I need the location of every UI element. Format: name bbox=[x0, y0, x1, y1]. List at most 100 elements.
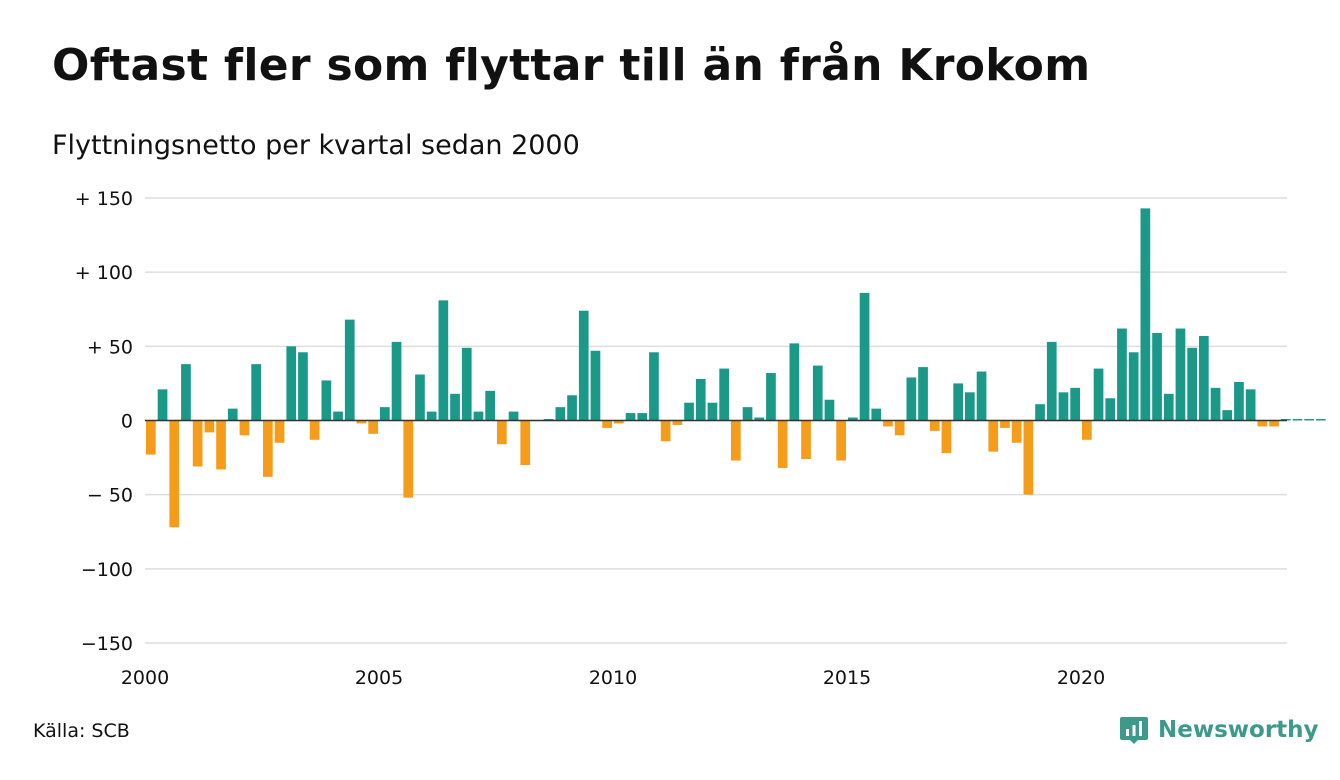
bar bbox=[859, 292, 870, 421]
bar bbox=[461, 347, 472, 421]
bar bbox=[812, 365, 823, 421]
bar bbox=[953, 383, 963, 421]
bar bbox=[181, 364, 191, 421]
bar bbox=[157, 389, 168, 421]
bar bbox=[906, 377, 917, 421]
bar bbox=[192, 420, 203, 467]
bar bbox=[1035, 404, 1045, 421]
bar bbox=[695, 378, 706, 421]
brand: Newsworthy bbox=[1118, 714, 1319, 746]
bar bbox=[286, 346, 297, 421]
bar bbox=[988, 420, 999, 452]
bar bbox=[391, 341, 402, 421]
x-tick-label: 2020 bbox=[1057, 667, 1105, 689]
y-axis-labels: + 150 + 100 + 50 0 − 50 −100 −150 bbox=[75, 188, 133, 655]
bar bbox=[672, 420, 683, 425]
bar bbox=[1316, 419, 1326, 421]
x-tick-label: 2005 bbox=[355, 667, 403, 689]
bar bbox=[836, 420, 846, 461]
bar bbox=[871, 408, 882, 421]
bar bbox=[356, 420, 367, 424]
bar bbox=[590, 350, 601, 421]
bar bbox=[1245, 389, 1256, 421]
bar-chart: + 150 + 100 + 50 0 − 50 −100 −150 2000 2005 2010… bbox=[75, 188, 1326, 689]
bar bbox=[731, 420, 741, 461]
brand-name: Newsworthy bbox=[1158, 717, 1319, 743]
bar bbox=[1117, 328, 1127, 421]
bar bbox=[274, 420, 285, 443]
bar bbox=[321, 380, 332, 421]
bar bbox=[742, 407, 753, 421]
bar bbox=[1210, 387, 1221, 421]
bar bbox=[333, 411, 343, 421]
bar bbox=[1093, 368, 1104, 421]
bar bbox=[426, 411, 437, 421]
y-tick-label: −100 bbox=[81, 559, 133, 581]
bar bbox=[403, 420, 414, 498]
bar bbox=[602, 420, 612, 428]
x-tick-label: 2000 bbox=[121, 667, 169, 689]
bar bbox=[719, 368, 729, 421]
bar bbox=[1105, 398, 1116, 421]
bar bbox=[1175, 328, 1186, 421]
bar bbox=[555, 407, 566, 421]
bar bbox=[625, 413, 636, 421]
bar bbox=[929, 420, 940, 431]
bar bbox=[1199, 335, 1209, 421]
bar bbox=[1304, 419, 1314, 421]
y-tick-label: + 100 bbox=[75, 262, 133, 284]
bar bbox=[1222, 410, 1233, 421]
bar bbox=[941, 420, 952, 454]
bar bbox=[614, 420, 624, 424]
bar bbox=[789, 343, 800, 421]
bar bbox=[894, 420, 905, 436]
x-tick-label: 2015 bbox=[823, 667, 871, 689]
bar bbox=[239, 420, 250, 436]
bar bbox=[707, 402, 718, 421]
bar bbox=[380, 407, 390, 421]
y-tick-label: −150 bbox=[81, 633, 133, 655]
bar bbox=[1152, 332, 1162, 421]
bar bbox=[1082, 420, 1092, 440]
bar bbox=[567, 395, 577, 421]
bar bbox=[227, 408, 238, 421]
bar bbox=[1046, 341, 1057, 421]
bar bbox=[801, 420, 811, 460]
bar bbox=[263, 420, 273, 477]
bar bbox=[1070, 387, 1080, 421]
bar bbox=[1058, 392, 1069, 421]
bar bbox=[684, 402, 694, 421]
bar bbox=[368, 420, 378, 434]
bar bbox=[485, 390, 495, 421]
bar bbox=[976, 371, 987, 421]
bar bbox=[438, 300, 449, 421]
bar bbox=[824, 399, 835, 421]
bar bbox=[1257, 420, 1268, 427]
bar bbox=[883, 420, 893, 427]
bar bbox=[637, 413, 648, 421]
bar bbox=[146, 420, 156, 455]
bar bbox=[1011, 420, 1022, 443]
bar bbox=[649, 352, 659, 421]
y-tick-label: + 50 bbox=[87, 336, 133, 358]
bar bbox=[415, 374, 425, 421]
bar bbox=[918, 367, 928, 421]
bar bbox=[766, 373, 776, 421]
x-tick-label: 2010 bbox=[589, 667, 637, 689]
newsworthy-logo-icon bbox=[1120, 717, 1148, 744]
bar bbox=[1163, 393, 1174, 421]
x-axis-labels: 2000 2005 2010 2015 2020 bbox=[121, 667, 1105, 689]
bar bbox=[216, 420, 226, 470]
bar bbox=[1187, 347, 1197, 421]
bar bbox=[473, 411, 484, 421]
bar bbox=[1000, 420, 1010, 428]
bar bbox=[309, 420, 320, 440]
bar bbox=[1023, 420, 1034, 495]
bar bbox=[1269, 420, 1279, 427]
source-note: Källa: SCB bbox=[33, 720, 130, 742]
bars bbox=[146, 208, 1326, 528]
bar bbox=[204, 420, 215, 433]
bar bbox=[1140, 208, 1151, 421]
bar bbox=[1128, 352, 1139, 421]
bar bbox=[754, 417, 765, 421]
